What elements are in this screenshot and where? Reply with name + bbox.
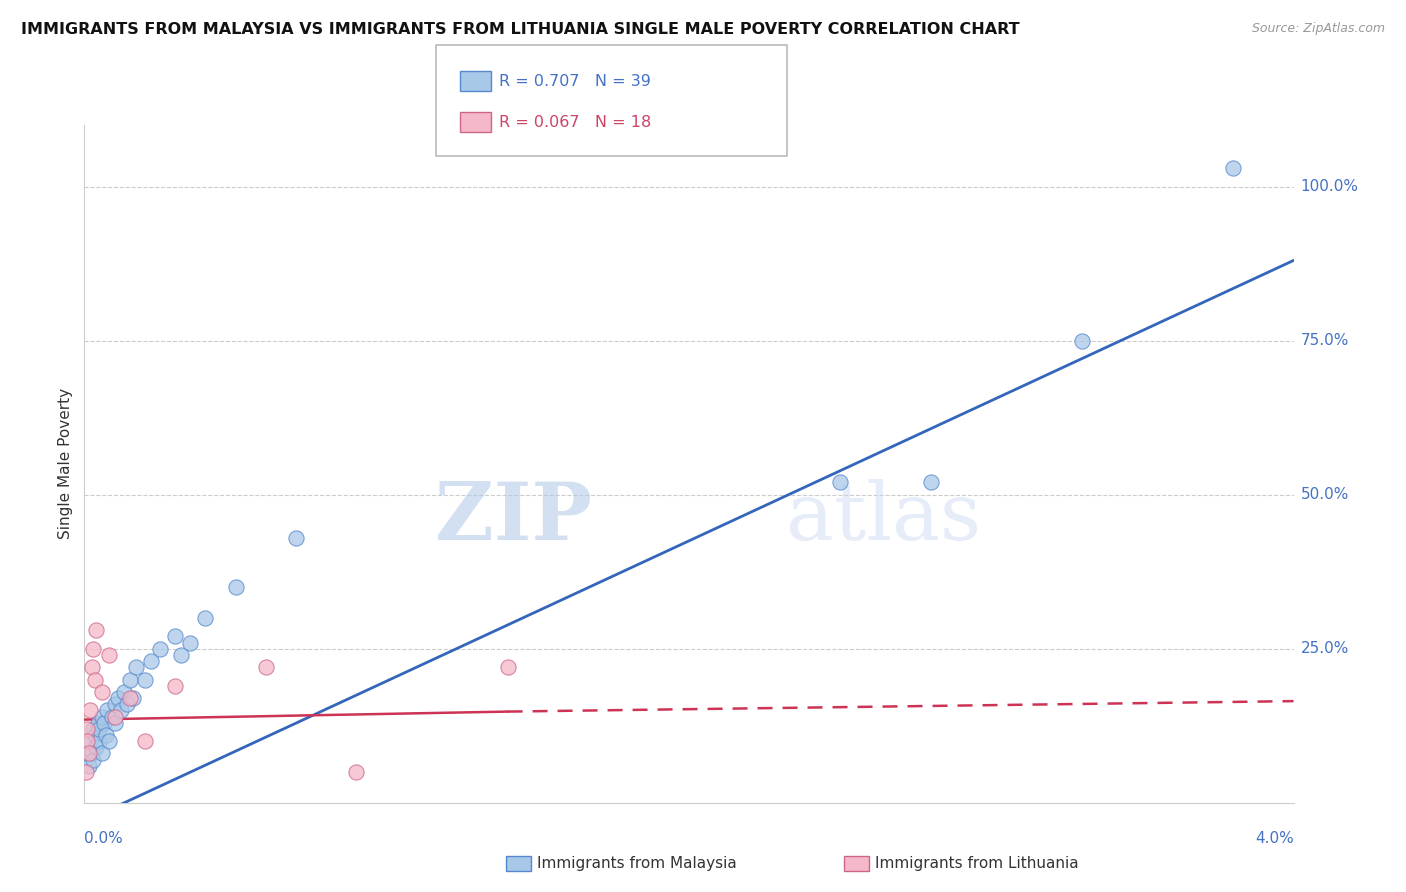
Point — [225, 580, 247, 594]
Point — [115, 697, 138, 711]
Point — [87, 715, 110, 730]
Point — [179, 635, 201, 649]
Point — [112, 685, 135, 699]
Text: Source: ZipAtlas.com: Source: ZipAtlas.com — [1251, 22, 1385, 36]
Point — [97, 648, 120, 662]
Point — [170, 648, 193, 662]
Point — [194, 611, 217, 625]
Point — [118, 673, 141, 687]
Text: 4.0%: 4.0% — [1254, 831, 1294, 846]
Text: 75.0%: 75.0% — [1301, 333, 1348, 348]
Point — [84, 728, 107, 742]
Point — [91, 747, 114, 761]
Point — [346, 764, 368, 779]
Point — [82, 753, 104, 767]
Point — [1071, 334, 1094, 348]
Point — [82, 641, 104, 656]
Point — [96, 703, 118, 717]
Text: Immigrants from Malaysia: Immigrants from Malaysia — [537, 856, 737, 871]
Text: atlas: atlas — [786, 479, 981, 558]
Y-axis label: Single Male Poverty: Single Male Poverty — [58, 388, 73, 540]
Point — [920, 475, 942, 490]
Text: ZIP: ZIP — [436, 479, 592, 558]
Point — [100, 709, 122, 723]
Text: R = 0.707   N = 39: R = 0.707 N = 39 — [499, 74, 651, 88]
Point — [104, 709, 127, 723]
Text: 100.0%: 100.0% — [1301, 179, 1358, 194]
Point — [84, 673, 107, 687]
Point — [149, 641, 172, 656]
Text: 25.0%: 25.0% — [1301, 641, 1348, 657]
Point — [1222, 161, 1244, 175]
Point — [97, 734, 120, 748]
Point — [93, 715, 115, 730]
Point — [86, 624, 108, 638]
Text: R = 0.067   N = 18: R = 0.067 N = 18 — [499, 115, 651, 129]
Text: 0.0%: 0.0% — [84, 831, 124, 846]
Point — [79, 734, 101, 748]
Point — [830, 475, 852, 490]
Point — [80, 747, 103, 761]
Text: Immigrants from Lithuania: Immigrants from Lithuania — [875, 856, 1078, 871]
Point — [139, 654, 162, 668]
Point — [165, 679, 187, 693]
Point — [134, 673, 156, 687]
Point — [80, 660, 103, 674]
Point — [82, 722, 104, 736]
Point — [77, 747, 100, 761]
Point — [94, 728, 117, 742]
Point — [165, 629, 187, 643]
Point — [75, 764, 97, 779]
Point — [284, 531, 308, 545]
Point — [254, 660, 277, 674]
Point — [89, 722, 111, 736]
Point — [496, 660, 519, 674]
Point — [89, 734, 111, 748]
Point — [104, 697, 127, 711]
Point — [107, 691, 129, 706]
Point — [91, 709, 114, 723]
Point — [118, 691, 141, 706]
Point — [121, 691, 143, 706]
Point — [76, 722, 98, 736]
Text: 50.0%: 50.0% — [1301, 487, 1348, 502]
Point — [110, 703, 132, 717]
Point — [104, 715, 127, 730]
Point — [134, 734, 156, 748]
Text: IMMIGRANTS FROM MALAYSIA VS IMMIGRANTS FROM LITHUANIA SINGLE MALE POVERTY CORREL: IMMIGRANTS FROM MALAYSIA VS IMMIGRANTS F… — [21, 22, 1019, 37]
Point — [79, 703, 101, 717]
Point — [125, 660, 148, 674]
Point — [86, 740, 108, 755]
Point — [76, 734, 98, 748]
Point — [77, 759, 100, 773]
Point — [91, 685, 114, 699]
